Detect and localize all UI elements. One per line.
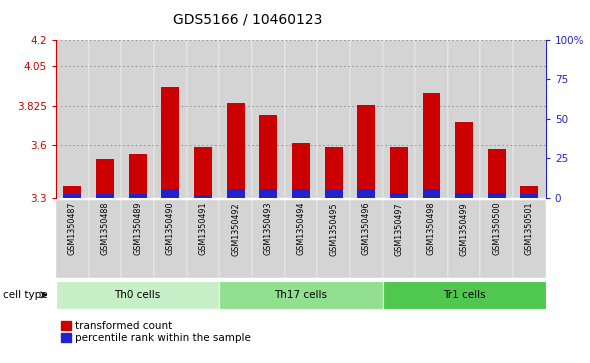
Bar (284, 200, 317, 278)
Bar (520, 185, 539, 198)
Text: GSM1350490: GSM1350490 (166, 202, 175, 256)
Text: GSM1350491: GSM1350491 (198, 202, 208, 256)
Bar (292, 189, 310, 198)
Bar (324, 147, 343, 198)
Bar (161, 189, 179, 198)
Bar (88, 40, 122, 198)
Bar (390, 193, 408, 198)
Bar (129, 154, 147, 198)
Bar (324, 190, 343, 198)
Bar (448, 40, 480, 198)
Bar (96, 194, 114, 198)
Bar (154, 200, 186, 278)
Bar (227, 103, 245, 198)
Bar (227, 189, 245, 198)
Bar (129, 194, 147, 198)
Bar (350, 200, 382, 278)
Text: GSM1350498: GSM1350498 (427, 202, 436, 256)
Bar (488, 149, 506, 198)
Bar (448, 200, 480, 278)
Bar (194, 147, 212, 198)
Text: GSM1350494: GSM1350494 (296, 202, 306, 256)
Bar (382, 281, 546, 309)
Bar (96, 159, 114, 198)
Bar (63, 185, 81, 198)
Bar (56, 40, 88, 198)
Bar (252, 200, 284, 278)
Bar (56, 281, 219, 309)
Bar (122, 200, 154, 278)
Text: GSM1350492: GSM1350492 (231, 202, 240, 256)
Bar (259, 189, 277, 198)
Bar (252, 40, 284, 198)
Bar (56, 200, 88, 278)
Bar (219, 281, 382, 309)
Bar (63, 194, 81, 198)
Text: GSM1350488: GSM1350488 (100, 202, 110, 255)
Bar (480, 40, 513, 198)
Bar (194, 195, 212, 198)
Bar (480, 200, 513, 278)
Text: Tr1 cells: Tr1 cells (443, 290, 486, 300)
Bar (186, 200, 219, 278)
Bar (350, 40, 382, 198)
Bar (422, 93, 441, 198)
Bar (357, 105, 375, 198)
Text: GSM1350496: GSM1350496 (362, 202, 371, 256)
Bar (488, 193, 506, 198)
Bar (292, 143, 310, 198)
Bar (415, 200, 448, 278)
Bar (357, 189, 375, 198)
Bar (219, 200, 252, 278)
Bar (88, 200, 122, 278)
Bar (382, 40, 415, 198)
Bar (317, 200, 350, 278)
Text: GSM1350493: GSM1350493 (264, 202, 273, 256)
Text: GSM1350489: GSM1350489 (133, 202, 142, 256)
Bar (422, 189, 441, 198)
Bar (122, 40, 154, 198)
Text: GDS5166 / 10460123: GDS5166 / 10460123 (173, 13, 323, 27)
Text: GSM1350501: GSM1350501 (525, 202, 534, 256)
Bar (455, 193, 473, 198)
Text: GSM1350495: GSM1350495 (329, 202, 338, 256)
Bar (415, 40, 448, 198)
Text: GSM1350500: GSM1350500 (492, 202, 502, 256)
Bar (259, 115, 277, 198)
Bar (520, 194, 539, 198)
Bar (284, 40, 317, 198)
Text: GSM1350497: GSM1350497 (394, 202, 404, 256)
Text: cell type: cell type (3, 290, 48, 300)
Text: GSM1350499: GSM1350499 (460, 202, 468, 256)
Bar (219, 40, 252, 198)
Bar (513, 200, 546, 278)
Text: GSM1350487: GSM1350487 (68, 202, 77, 256)
Legend: transformed count, percentile rank within the sample: transformed count, percentile rank withi… (61, 321, 251, 343)
Bar (317, 40, 350, 198)
Bar (513, 40, 546, 198)
Bar (455, 122, 473, 198)
Bar (382, 200, 415, 278)
Bar (390, 147, 408, 198)
Text: Th17 cells: Th17 cells (274, 290, 327, 300)
Text: Th0 cells: Th0 cells (114, 290, 161, 300)
Bar (161, 87, 179, 198)
Bar (186, 40, 219, 198)
Bar (154, 40, 186, 198)
